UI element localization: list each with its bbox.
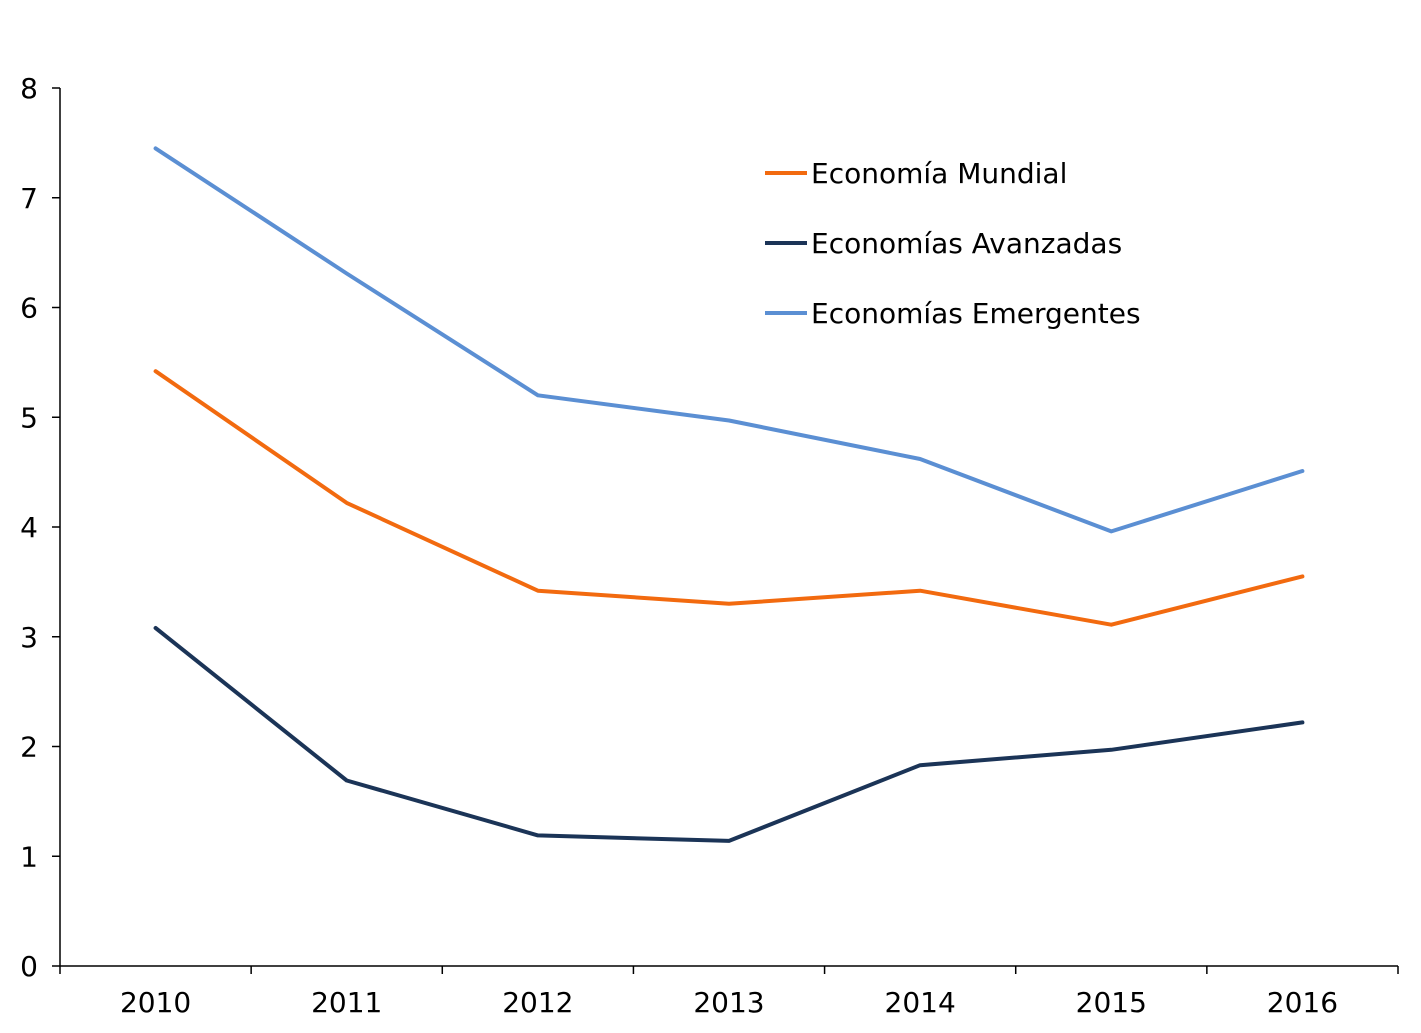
x-tick-label: 2013 [693, 986, 764, 1019]
axes [59, 88, 1398, 967]
x-tick-label: 2015 [1076, 986, 1147, 1019]
x-tick-label: 2011 [311, 986, 382, 1019]
x-tick-label: 2014 [885, 986, 956, 1019]
x-tick-label: 2010 [120, 986, 191, 1019]
x-tick-label: 2016 [1267, 986, 1338, 1019]
series-line-3 [153, 146, 1305, 534]
y-tick-label: 1 [20, 840, 38, 873]
y-tick-label: 0 [20, 950, 38, 983]
x-axis-ticks: 2010 2011 2012 2013 2014 2015 2016 [59, 966, 1399, 1019]
legend: Economía Mundial Economías Avanzadas Econo… [765, 157, 1141, 330]
series-line-1 [153, 369, 1305, 627]
legend-label: Economías Avanzadas [811, 227, 1122, 260]
y-tick-label: 5 [20, 401, 38, 434]
y-tick-label: 8 [20, 72, 38, 105]
y-tick-label: 4 [20, 511, 38, 544]
y-tick-label: 6 [20, 292, 38, 325]
series-line-2 [153, 626, 1305, 843]
legend-label: Economías Emergentes [811, 297, 1141, 330]
x-tick-label: 2012 [502, 986, 573, 1019]
series-lines [153, 146, 1305, 843]
y-tick-label: 3 [20, 621, 38, 654]
y-tick-label: 2 [20, 731, 38, 764]
y-axis-ticks: 0 1 2 3 4 5 6 7 8 [20, 72, 60, 983]
y-tick-label: 7 [20, 182, 38, 215]
legend-label: Economía Mundial [811, 157, 1067, 190]
